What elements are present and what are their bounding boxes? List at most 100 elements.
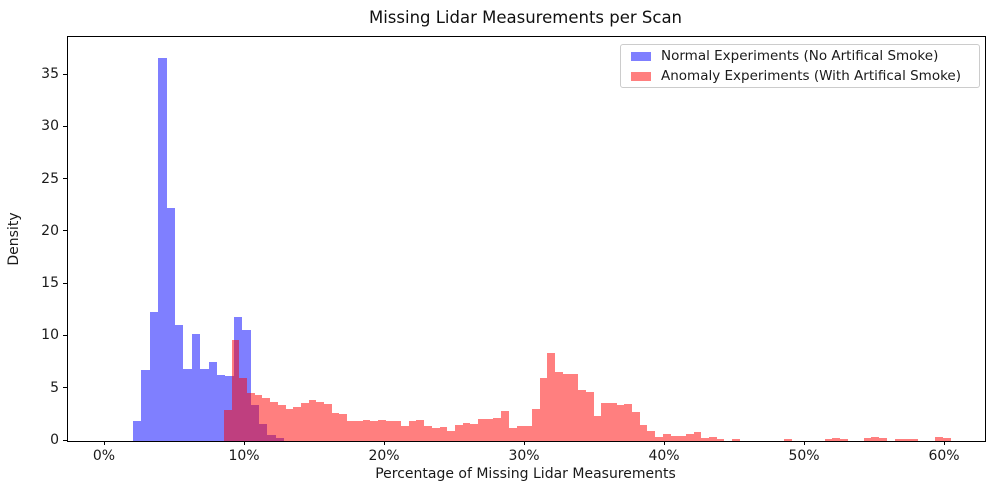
- histogram-bar-anomaly: [601, 403, 609, 441]
- histogram-bar-anomaly: [902, 438, 910, 441]
- y-tick-mark: [63, 73, 67, 75]
- x-tick-label: 0%: [92, 448, 116, 464]
- histogram-bar-anomaly: [616, 405, 625, 441]
- histogram-bar-anomaly: [485, 419, 494, 441]
- histogram-bar-normal: [183, 368, 192, 441]
- x-tick-label: 30%: [508, 448, 540, 464]
- histogram-bar-anomaly: [362, 420, 371, 441]
- histogram-bar-normal: [216, 375, 226, 441]
- histogram-bar-anomaly: [701, 437, 710, 441]
- histogram-bar-anomaly: [655, 436, 663, 441]
- y-tick-mark: [63, 178, 67, 179]
- histogram-bar-anomaly: [262, 398, 271, 441]
- histogram-bar-anomaly: [393, 421, 402, 441]
- legend-swatch-anomaly: [631, 71, 651, 81]
- histogram-bar-anomaly: [254, 394, 263, 441]
- x-tick-mark: [663, 441, 665, 445]
- histogram-bar-anomaly: [401, 426, 409, 441]
- histogram-bar-anomaly: [539, 378, 548, 441]
- histogram-bar-anomaly: [709, 436, 717, 441]
- histogram-bar-anomaly: [478, 419, 486, 441]
- x-tick-label: 50%: [788, 448, 820, 464]
- histogram-bar-anomaly: [562, 374, 571, 441]
- legend-row-anomaly: Anomaly Experiments (With Artifical Smok…: [621, 68, 979, 84]
- histogram-bar-anomaly: [832, 438, 840, 441]
- histogram-bar-anomaly: [685, 434, 694, 441]
- histogram-bar-normal: [141, 369, 150, 441]
- histogram-bar-anomaly: [555, 371, 563, 441]
- x-tick-mark: [803, 441, 805, 445]
- histogram-bar-anomaly: [516, 426, 525, 441]
- histogram-bar-anomaly: [547, 353, 556, 441]
- histogram-bar-normal: [250, 405, 259, 441]
- histogram-bar-anomaly: [377, 420, 386, 441]
- x-tick-label: 60%: [928, 448, 960, 464]
- legend: Normal Experiments (No Artifical Smoke) …: [620, 44, 980, 88]
- legend-label-anomaly: Anomaly Experiments (With Artifical Smok…: [661, 68, 961, 84]
- histogram-bar-anomaly: [578, 389, 586, 441]
- histogram-bar-anomaly: [909, 438, 918, 441]
- y-tick-mark: [63, 125, 67, 127]
- histogram-bar-anomaly: [935, 437, 943, 441]
- x-tick-mark: [523, 441, 525, 445]
- histogram-bar-anomaly: [277, 405, 286, 441]
- histogram-bar-anomaly: [678, 435, 686, 441]
- y-tick-label: 25: [41, 170, 59, 187]
- histogram-bar-anomaly: [470, 424, 479, 441]
- y-tick-mark: [63, 387, 67, 389]
- histogram-bar-anomaly: [585, 391, 594, 441]
- histogram-bar-anomaly: [316, 402, 325, 441]
- histogram-bar-anomaly: [508, 428, 517, 441]
- histogram-bar-anomaly: [783, 439, 792, 441]
- x-tick-label: 10%: [228, 448, 260, 464]
- histogram-bar-anomaly: [416, 420, 425, 441]
- histogram-bar-anomaly: [632, 411, 640, 441]
- histogram-bar-anomaly: [879, 437, 887, 441]
- histogram-bar-anomaly: [716, 438, 725, 441]
- x-tick-label: 40%: [648, 448, 680, 464]
- histogram-bar-anomaly: [408, 421, 417, 441]
- histogram-bar-anomaly: [639, 425, 648, 441]
- chart-title: Missing Lidar Measurements per Scan: [368, 8, 683, 27]
- y-tick-label: 15: [41, 275, 59, 292]
- histogram-bar-anomaly: [424, 426, 432, 441]
- y-tick-mark: [63, 282, 67, 284]
- y-tick-mark: [63, 334, 67, 336]
- x-tick-mark: [383, 441, 385, 445]
- histogram-bar-anomaly: [439, 427, 448, 441]
- histogram-bar-normal: [174, 324, 184, 441]
- y-tick-label: 0: [50, 432, 59, 448]
- x-tick-label: 20%: [368, 448, 400, 464]
- histogram-bar-anomaly: [501, 410, 509, 441]
- histogram-bar-normal: [191, 334, 201, 441]
- histogram-bar-anomaly: [662, 434, 671, 441]
- histogram-bar-anomaly: [239, 378, 248, 441]
- histogram-bar-normal: [166, 207, 175, 441]
- histogram-bar-anomaly: [894, 439, 903, 441]
- histogram-bar-anomaly: [270, 402, 278, 441]
- x-tick-mark: [103, 441, 105, 445]
- histogram-bar-anomaly: [624, 404, 633, 441]
- histogram-bar-anomaly: [339, 413, 348, 441]
- histogram-bar-anomaly: [839, 438, 848, 441]
- histogram-bar-anomaly: [593, 415, 602, 441]
- legend-label-normal: Normal Experiments (No Artifical Smoke): [661, 48, 939, 64]
- histogram-bar-normal: [149, 312, 159, 441]
- histogram-bar-anomaly: [942, 438, 951, 441]
- histogram-bar-anomaly: [300, 403, 309, 441]
- histogram-bar-anomaly: [732, 439, 740, 441]
- y-tick-mark: [63, 439, 67, 441]
- histogram-bar-anomaly: [293, 406, 301, 441]
- histogram-bar-anomaly: [231, 339, 240, 441]
- y-tick-label: 30: [41, 118, 59, 135]
- histogram-bar-anomaly: [324, 404, 332, 441]
- legend-swatch-normal: [631, 51, 651, 61]
- histogram-bar-anomaly: [824, 438, 833, 441]
- histogram-bar-normal: [132, 421, 142, 441]
- y-tick-label: 5: [50, 379, 59, 396]
- histogram-bar-normal: [225, 376, 234, 441]
- y-axis-label: Density: [6, 212, 22, 266]
- histogram-bar-anomaly: [693, 432, 702, 441]
- histogram-bar-anomaly: [647, 431, 656, 441]
